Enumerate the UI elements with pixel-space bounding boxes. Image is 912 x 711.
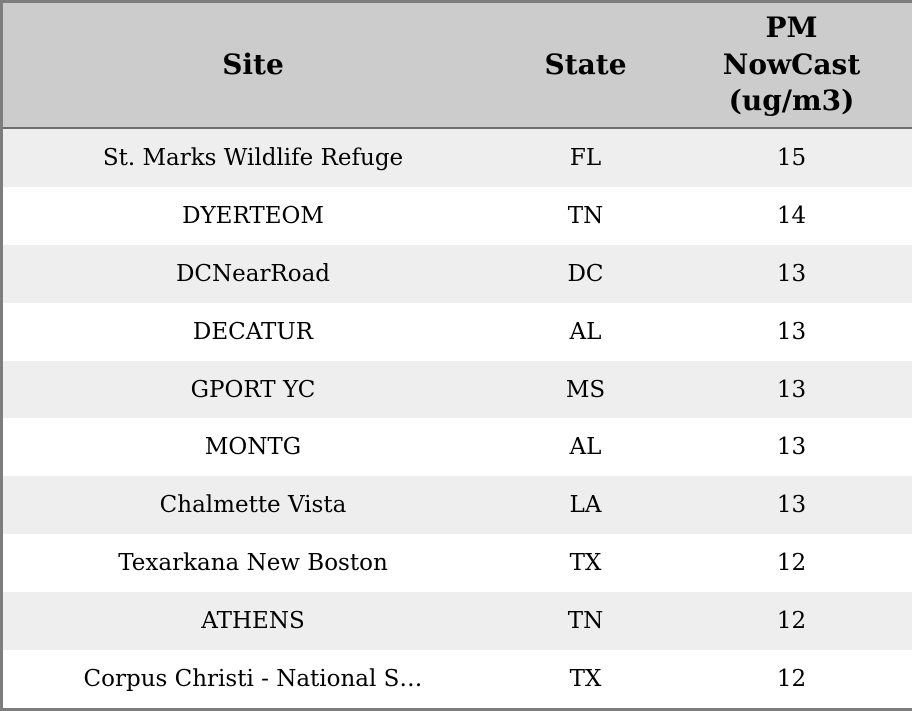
state-cell: TX: [569, 666, 602, 693]
state-cell: DC: [567, 260, 604, 287]
pm-nowcast-cell: 13: [776, 318, 807, 345]
column-header-pm-nowcast-label: PM NowCast (ug/m3): [722, 11, 861, 118]
header-row: Site State PM NowCast (ug/m3): [1, 1, 912, 129]
table-row: Texarkana New Boston TX 12: [1, 534, 912, 593]
pm-nowcast-cell: 12: [776, 550, 807, 577]
state-cell: TN: [567, 202, 604, 229]
site-cell: GPORT YC: [190, 376, 316, 403]
site-cell: Corpus Christi - National S…: [83, 666, 423, 693]
state-cell: MS: [565, 376, 606, 403]
site-cell: MONTG: [204, 434, 302, 461]
column-header-pm-nowcast: PM NowCast (ug/m3): [668, 1, 912, 129]
pm-nowcast-cell: 14: [776, 202, 807, 229]
state-cell: LA: [569, 492, 602, 519]
site-cell: DECATUR: [192, 318, 314, 345]
pm-nowcast-cell: 13: [776, 376, 807, 403]
state-cell: AL: [569, 318, 602, 345]
pm-nowcast-cell: 13: [776, 434, 807, 461]
site-cell: DYERTEOM: [182, 202, 324, 229]
column-header-state: State: [503, 1, 668, 129]
table-row: DCNearRoad DC 13: [1, 244, 912, 303]
pm-nowcast-cell: 13: [776, 260, 807, 287]
site-cell: St. Marks Wildlife Refuge: [102, 144, 404, 171]
pm-nowcast-cell: 12: [776, 666, 807, 693]
table-header: Site State PM NowCast (ug/m3): [1, 1, 912, 129]
pm-nowcast-cell: 15: [776, 144, 807, 171]
column-header-site: Site: [1, 1, 503, 129]
table-row: DYERTEOM TN 14: [1, 186, 912, 245]
table-row: ATHENS TN 12: [1, 592, 912, 651]
state-cell: FL: [569, 144, 602, 171]
pm-nowcast-cell: 13: [776, 492, 807, 519]
table-row: St. Marks Wildlife Refuge FL 15: [1, 128, 912, 187]
state-cell: AL: [569, 434, 602, 461]
pm-nowcast-cell: 12: [776, 608, 807, 635]
state-cell: TN: [567, 608, 604, 635]
table-body: St. Marks Wildlife Refuge FL 15 DYERTEOM TN 1…: [1, 128, 912, 710]
table-row: Corpus Christi - National S… TX 12: [1, 650, 912, 710]
table-row: MONTG AL 13: [1, 418, 912, 477]
state-cell: TX: [569, 550, 602, 577]
table-row: DECATUR AL 13: [1, 302, 912, 361]
table-row: GPORT YC MS 13: [1, 360, 912, 419]
site-cell: Chalmette Vista: [159, 492, 347, 519]
site-cell: DCNearRoad: [175, 260, 331, 287]
table-row: Chalmette Vista LA 13: [1, 476, 912, 535]
site-cell: Texarkana New Boston: [118, 550, 388, 577]
site-cell: ATHENS: [201, 608, 305, 635]
